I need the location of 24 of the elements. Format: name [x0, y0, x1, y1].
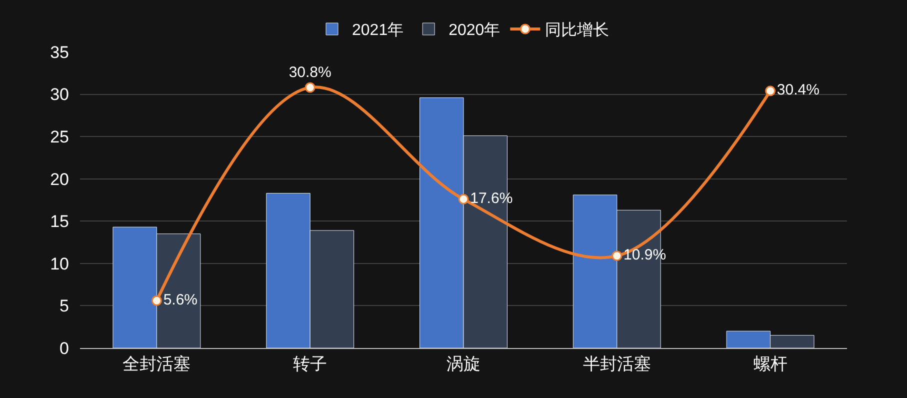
legend-label: 2021年: [352, 22, 404, 40]
y-tick-label: 5: [60, 296, 69, 316]
y-tick-label: 30: [50, 85, 69, 104]
y-tick-label: 35: [50, 42, 69, 62]
y-tick-label: 10: [50, 254, 69, 274]
x-tick-label: 全封活塞: [122, 354, 191, 374]
y-tick-label: 25: [50, 128, 69, 147]
legend-label: 2020年: [448, 22, 500, 40]
legend-label: 同比增长: [545, 21, 610, 40]
point: [765, 86, 776, 96]
x-tick-label: 转子: [293, 354, 328, 374]
y-tick-label: 20: [50, 170, 69, 189]
y-tick-label: 0: [60, 338, 69, 358]
x-tick-label: 半封活塞: [582, 354, 651, 374]
point: [458, 194, 469, 204]
y-tick-label: 15: [50, 212, 69, 232]
data-label: 30.4%: [776, 82, 820, 99]
x-tick-label: 螺杆: [753, 354, 788, 374]
data-label: 30.8%: [288, 64, 332, 82]
point: [612, 250, 622, 262]
point: [304, 82, 316, 93]
x-tick-label: 涡旋: [446, 354, 480, 374]
point: [151, 295, 162, 306]
data-label: 5.6%: [163, 291, 198, 308]
